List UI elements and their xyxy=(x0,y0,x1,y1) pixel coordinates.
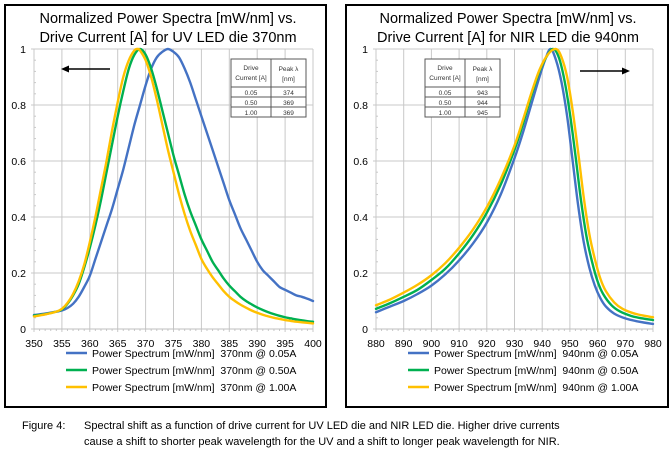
y-tick-label: 0.2 xyxy=(353,268,368,280)
legend-item: Power Spectrum [mW/nm] 940nm @ 1.00A xyxy=(408,382,638,394)
nir-y-tick-labels: 0 0.2 0.4 0.6 0.8 1 xyxy=(353,44,368,336)
nir-x-tick-labels: 880 890 900 910 920 930 940 950 960 970 980 xyxy=(367,338,662,350)
x-tick-label: 395 xyxy=(276,338,294,350)
x-tick-label: 960 xyxy=(589,338,607,350)
table-cell: 0.05 xyxy=(245,90,258,97)
x-tick-label: 980 xyxy=(644,338,662,350)
nir-shift-arrow-right-icon xyxy=(580,67,630,75)
uv-shift-arrow-left-icon xyxy=(61,65,110,73)
x-tick-label: 380 xyxy=(193,338,211,350)
y-tick-label: 0 xyxy=(362,324,368,336)
y-tick-label: 0.8 xyxy=(353,100,368,112)
series-line-yellow xyxy=(374,47,655,319)
table-header-text: [nm] xyxy=(476,76,489,83)
x-tick-label: 900 xyxy=(423,338,441,350)
table-cell: 0.05 xyxy=(439,90,452,97)
x-tick-label: 385 xyxy=(221,338,239,350)
x-tick-label: 930 xyxy=(506,338,524,350)
y-tick-label: 0.4 xyxy=(353,212,368,224)
nir-peak-table: Drive Current [A] Peak λ [nm] 0.05 943 0.50 944… xyxy=(424,58,501,118)
table-cell: 0.50 xyxy=(439,100,452,107)
y-tick-label: 0.6 xyxy=(11,156,26,168)
nir-legend: Power Spectrum [mW/nm] 940nm @ 0.05A Powe… xyxy=(408,348,638,394)
nir-chart: Normalized Power Spectra [mW/nm] vs. Dri… xyxy=(353,11,662,394)
x-tick-label: 390 xyxy=(248,338,266,350)
table-header-text: Drive xyxy=(437,65,453,72)
x-tick-label: 400 xyxy=(304,338,322,350)
x-tick-label: 910 xyxy=(450,338,468,350)
y-tick-label: 0.2 xyxy=(11,268,26,280)
figure-caption-body: Spectral shift as a function of drive cu… xyxy=(84,418,672,450)
series-line-yellow xyxy=(32,47,315,325)
uv-chart: Normalized Power Spectra [mW/nm] vs. Dri… xyxy=(11,11,322,394)
table-header-text: [nm] xyxy=(282,76,295,83)
y-tick-label: 0.4 xyxy=(11,212,26,224)
uv-y-tick-labels: 0 0.2 0.4 0.6 0.8 1 xyxy=(11,44,26,336)
series-line-blue xyxy=(32,47,315,317)
legend-item: Power Spectrum [mW/nm] 370nm @ 0.05A xyxy=(66,348,296,360)
legend-item: Power Spectrum [mW/nm] 370nm @ 1.00A xyxy=(66,382,296,394)
table-cell: 1.00 xyxy=(245,110,258,117)
x-tick-label: 920 xyxy=(478,338,496,350)
table-cell: 369 xyxy=(283,110,294,117)
figure-caption-label: Figure 4: xyxy=(22,420,66,432)
legend-item: Power Spectrum [mW/nm] 940nm @ 0.05A xyxy=(408,348,638,360)
nir-chart-title-line-2: Drive Current [A] for NIR LED die 940nm xyxy=(377,30,639,46)
x-tick-label: 350 xyxy=(25,338,43,350)
legend-item: Power Spectrum [mW/nm] 370nm @ 0.50A xyxy=(66,365,296,377)
legend-label: Power Spectrum [mW/nm] 940nm @ 1.00A xyxy=(434,382,638,394)
x-tick-label: 370 xyxy=(137,338,155,350)
y-tick-label: 0 xyxy=(20,324,26,336)
table-cell: 374 xyxy=(283,90,294,97)
legend-item: Power Spectrum [mW/nm] 940nm @ 0.50A xyxy=(408,365,638,377)
figure-caption-line-1: Spectral shift as a function of drive cu… xyxy=(84,420,560,432)
x-tick-label: 880 xyxy=(367,338,385,350)
legend-label: Power Spectrum [mW/nm] 940nm @ 0.50A xyxy=(434,365,638,377)
x-tick-label: 970 xyxy=(617,338,635,350)
y-tick-label: 0.8 xyxy=(11,100,26,112)
table-header-text: Current [A] xyxy=(235,75,267,82)
table-header-text: Peak λ xyxy=(473,66,494,73)
legend-label: Power Spectrum [mW/nm] 370nm @ 0.50A xyxy=(92,365,296,377)
table-header-text: Drive xyxy=(243,65,259,72)
nir-series-lines xyxy=(374,47,655,326)
uv-chart-title-line-2: Drive Current [A] for UV LED die 370nm xyxy=(39,30,296,46)
x-tick-label: 375 xyxy=(165,338,183,350)
legend-label: Power Spectrum [mW/nm] 370nm @ 1.00A xyxy=(92,382,296,394)
x-tick-label: 890 xyxy=(395,338,413,350)
y-tick-label: 1 xyxy=(20,44,26,56)
x-tick-label: 950 xyxy=(561,338,579,350)
table-cell: 944 xyxy=(477,100,488,107)
x-tick-label: 365 xyxy=(109,338,127,350)
nir-chart-title-line-1: Normalized Power Spectra [mW/nm] vs. xyxy=(379,11,636,27)
y-tick-label: 0.6 xyxy=(353,156,368,168)
arrow-head xyxy=(622,67,630,75)
legend-label: Power Spectrum [mW/nm] 370nm @ 0.05A xyxy=(92,348,296,360)
table-cell: 1.00 xyxy=(439,110,452,117)
arrow-head xyxy=(61,65,69,73)
y-tick-label: 1 xyxy=(362,44,368,56)
legend-label: Power Spectrum [mW/nm] 940nm @ 0.05A xyxy=(434,348,638,360)
table-cell: 945 xyxy=(477,110,488,117)
uv-legend: Power Spectrum [mW/nm] 370nm @ 0.05A Powe… xyxy=(66,348,296,394)
x-tick-label: 940 xyxy=(533,338,551,350)
uv-series-lines xyxy=(32,47,315,325)
table-cell: 943 xyxy=(477,90,488,97)
uv-peak-table: Drive Current [A] Peak λ [nm] 0.05 374 0.50 369… xyxy=(230,58,307,118)
x-tick-label: 360 xyxy=(81,338,99,350)
uv-gridlines xyxy=(31,48,314,332)
uv-chart-title-line-1: Normalized Power Spectra [mW/nm] vs. xyxy=(39,11,296,27)
table-cell: 0.50 xyxy=(245,100,258,107)
series-line-green xyxy=(32,47,315,323)
figure-caption-line-2: cause a shift to shorter peak wavelength… xyxy=(84,436,560,448)
table-cell: 369 xyxy=(283,100,294,107)
table-header-text: Peak λ xyxy=(279,66,300,73)
table-header-text: Current [A] xyxy=(429,75,461,82)
uv-x-tick-labels: 350 355 360 365 370 375 380 385 390 395 400 xyxy=(25,338,322,350)
x-tick-label: 355 xyxy=(53,338,71,350)
nir-gridlines xyxy=(373,48,654,332)
